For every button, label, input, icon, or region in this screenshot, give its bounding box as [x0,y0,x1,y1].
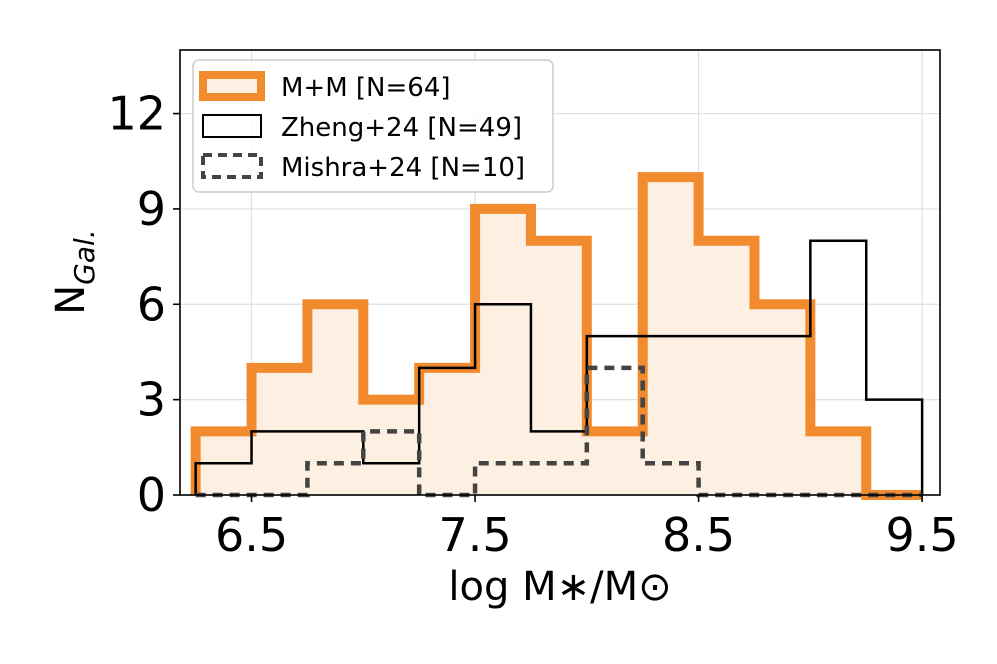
x-tick-label-0: 6.5 [215,508,288,562]
legend: M+M [N=64] Zheng+24 [N=49] Mishra+24 [N=… [192,59,554,193]
legend-label-mishra: Mishra+24 [N=10] [281,153,525,183]
x-axis-label: log M∗/M⊙ [448,564,671,610]
legend-frame [192,59,554,193]
y-tick-label-4: 12 [107,87,166,141]
series-mm-fill [195,177,923,495]
x-tick-label-2: 8.5 [662,508,735,562]
plot-frame [179,49,941,496]
y-tick-label-0: 0 [137,468,166,522]
x-tick-label-1: 7.5 [438,508,511,562]
y-tick-label-1: 3 [137,373,166,427]
legend-swatch-mishra [201,153,263,179]
y-tick-label-2: 6 [137,277,166,331]
y-tick-label-3: 9 [137,182,166,236]
y-axis-label-main: N [48,285,94,315]
series-zheng-outline [194,239,924,495]
legend-label-mm: M+M [N=64] [281,73,451,103]
ticks-layer: 6.5 7.5 8.5 9.5 0 3 6 9 12 [107,87,958,562]
series-mm-outline [190,172,923,500]
legend-swatch-zheng [202,114,262,138]
legend-label-zheng: Zheng+24 [N=49] [281,113,522,143]
y-axis-label: NGal. [48,229,101,314]
x-tick-label-3: 9.5 [886,508,959,562]
legend-swatch-mm [199,71,265,101]
y-axis-label-sub: Gal. [68,229,101,285]
series-layer [190,172,924,500]
